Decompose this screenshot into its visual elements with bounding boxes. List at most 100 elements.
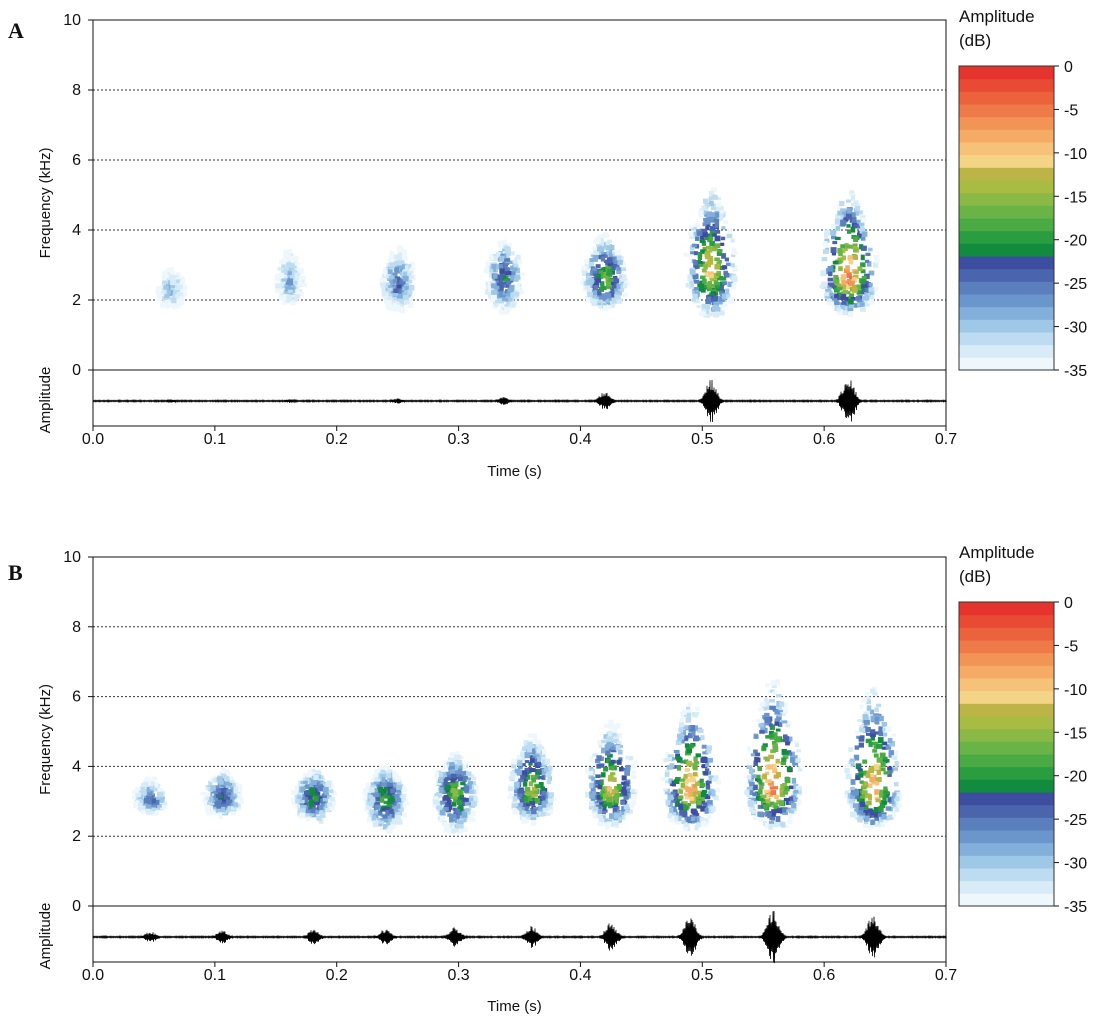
colorbar-band (959, 855, 1054, 869)
colorbar-band (959, 640, 1054, 654)
colorbar-title: Amplitude (959, 7, 1035, 26)
y-tick-label: 10 (63, 549, 81, 566)
x-tick-label: 0.6 (813, 967, 835, 984)
spectral-note (744, 679, 805, 830)
spectral-note (155, 267, 188, 310)
y-tick-label: 4 (72, 758, 81, 775)
colorbar-tick-label: 0 (1064, 595, 1073, 612)
colorbar-tick-label: -35 (1064, 899, 1087, 916)
colorbar-band (959, 880, 1054, 894)
colorbar-band (959, 817, 1054, 831)
x-tick-label: 0.2 (326, 431, 348, 448)
spectral-note (660, 702, 722, 832)
spectral-note (819, 190, 880, 318)
spectral-note (290, 768, 338, 824)
x-tick-label: 0.1 (204, 967, 226, 984)
colorbar-tick-label: -10 (1064, 682, 1087, 699)
colorbar-band (959, 116, 1054, 130)
y-axis-label: Frequency (kHz) (37, 148, 54, 259)
colorbar-band (959, 690, 1054, 704)
colorbar-tick-label: -20 (1064, 233, 1087, 250)
colorbar-band (959, 167, 1054, 181)
colorbar-unit: (dB) (959, 567, 991, 586)
colorbar-band (959, 294, 1054, 308)
waveform-axis-label: Amplitude (37, 367, 54, 434)
colorbar-tick-label: -30 (1064, 856, 1087, 873)
x-tick-label: 0.4 (569, 967, 591, 984)
panel-letter: A (8, 18, 24, 43)
colorbar-band (959, 154, 1054, 168)
spectrogram-panel-b: B 0 2 4 6 8 10 0.0 0.1 0.2 0.3 0.4 0.5 0.6 0.7 Time (s)… (8, 543, 1087, 1015)
colorbar-tick-label: -15 (1064, 725, 1087, 742)
spectral-note (379, 245, 416, 314)
colorbar-band (959, 256, 1054, 270)
waveform-axis-label: Amplitude (37, 903, 54, 970)
colorbar-frame (958, 65, 1055, 371)
waveform-trace (92, 910, 947, 964)
spectral-note (273, 249, 308, 306)
spectrogram-area (155, 187, 880, 318)
colorbar-band (959, 716, 1054, 730)
colorbar-band (959, 766, 1054, 780)
x-tick-label: 0.7 (935, 967, 957, 984)
plot-frame (92, 19, 947, 427)
colorbar-tick-label: -10 (1064, 146, 1087, 163)
colorbar-frame (958, 601, 1055, 907)
colorbar-band (959, 180, 1054, 194)
colorbar-band (959, 602, 1054, 616)
colorbar-tick-label: -25 (1064, 276, 1087, 293)
spectrogram-panel-a: A 0 2 4 6 8 10 0.0 0.1 0.2 0.3 0.4 0.5 0.6 0.7 Time (s)… (8, 7, 1087, 480)
spectral-note (362, 764, 410, 834)
colorbar-band (959, 357, 1054, 371)
colorbar-band (959, 281, 1054, 295)
colorbar-tick-label: -20 (1064, 769, 1087, 786)
colorbar: Amplitude (dB) 0 -5 -10 -15 -20 -25 -30 -35 (958, 543, 1087, 916)
y-tick-label: 2 (72, 828, 81, 845)
x-tick-label: 0.0 (82, 967, 104, 984)
colorbar-band (959, 893, 1054, 907)
x-tick-label: 0.5 (691, 967, 713, 984)
colorbar-band (959, 104, 1054, 118)
colorbar-band (959, 243, 1054, 257)
colorbar-band (959, 728, 1054, 742)
x-axis-label: Time (s) (487, 998, 541, 1015)
colorbar-band (959, 842, 1054, 856)
spectral-note (683, 187, 738, 318)
colorbar-band (959, 205, 1054, 219)
colorbar-band (959, 192, 1054, 206)
colorbar-tick-label: -25 (1064, 812, 1087, 829)
colorbar-band (959, 792, 1054, 806)
panel-letter: B (8, 560, 23, 585)
x-tick-label: 0.6 (813, 431, 835, 448)
y-tick-label: 0 (72, 898, 81, 915)
colorbar-band (959, 804, 1054, 818)
colorbar-tick-label: -30 (1064, 320, 1087, 337)
waveform-trace (92, 379, 947, 423)
colorbar-band (959, 627, 1054, 641)
x-axis-label: Time (s) (487, 463, 541, 480)
colorbar-band (959, 741, 1054, 755)
y-tick-label: 8 (72, 82, 81, 99)
colorbar-band (959, 868, 1054, 882)
x-tick-label: 0.0 (82, 431, 104, 448)
x-tick-label: 0.5 (691, 431, 713, 448)
colorbar-band (959, 332, 1054, 346)
colorbar-band (959, 268, 1054, 282)
colorbar-tick-label: -5 (1064, 102, 1078, 119)
colorbar: Amplitude (dB) 0 -5 -10 -15 -20 -25 -30 -35 (958, 7, 1087, 380)
x-tick-label: 0.1 (204, 431, 226, 448)
colorbar-band (959, 306, 1054, 320)
colorbar-band (959, 142, 1054, 156)
spectral-note (585, 719, 639, 830)
colorbar-band (959, 78, 1054, 92)
spectral-note (432, 751, 480, 835)
spectral-note (580, 232, 630, 311)
colorbar-band (959, 779, 1054, 793)
y-tick-label: 4 (72, 222, 81, 239)
colorbar-tick-label: 0 (1064, 59, 1073, 76)
colorbar-band (959, 129, 1054, 143)
y-tick-label: 8 (72, 619, 81, 636)
y-tick-label: 6 (72, 152, 81, 169)
y-tick-label: 0 (72, 362, 81, 379)
